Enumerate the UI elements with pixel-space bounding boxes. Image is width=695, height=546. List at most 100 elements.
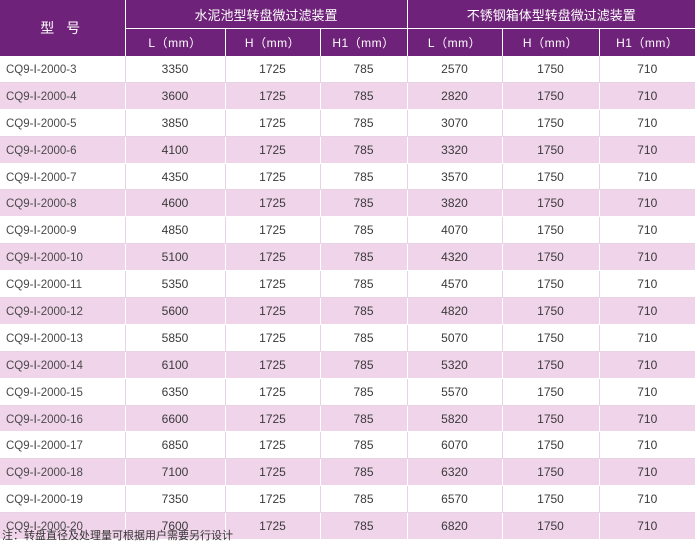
table-row: CQ9-Ⅰ-2000-4 3600 1725 785 2820 1750 710 — [0, 82, 695, 110]
table-row: CQ9-Ⅰ-2000-14 6100 1725 785 5320 1750 710 — [0, 351, 695, 379]
header-stainless-H: H（mm） — [502, 28, 600, 56]
cell-concrete-H: 1725 — [225, 163, 321, 191]
cell-concrete-H1: 785 — [320, 324, 408, 352]
header-concrete-L: L（mm） — [125, 28, 226, 56]
cell-model: CQ9-Ⅰ-2000-6 — [0, 136, 126, 164]
footnote: 注：转盘直径及处理量可根据用户需要另行设计 — [2, 530, 233, 542]
cell-concrete-H1: 785 — [320, 163, 408, 191]
cell-stainless-L: 5820 — [407, 405, 503, 433]
cell-stainless-H: 1750 — [502, 216, 600, 245]
table-row: CQ9-Ⅰ-2000-20 7600 1725 785 6820 1750 710 — [0, 512, 695, 541]
cell-stainless-L: 6320 — [407, 458, 503, 487]
cell-stainless-H1: 710 — [599, 243, 695, 272]
table-row: CQ9-Ⅰ-2000-6 4100 1725 785 3320 1750 710 — [0, 136, 695, 164]
cell-concrete-H: 1725 — [225, 485, 321, 514]
cell-concrete-L: 7100 — [125, 458, 226, 487]
cell-concrete-L: 6600 — [125, 405, 226, 433]
cell-concrete-H1: 785 — [320, 378, 408, 406]
cell-stainless-H: 1750 — [502, 136, 600, 164]
table-row: CQ9-Ⅰ-2000-5 3850 1725 785 3070 1750 710 — [0, 109, 695, 137]
cell-concrete-H1: 785 — [320, 109, 408, 137]
cell-concrete-H: 1725 — [225, 189, 321, 218]
cell-concrete-H: 1725 — [225, 405, 321, 433]
cell-concrete-H1: 785 — [320, 458, 408, 487]
cell-stainless-L: 4570 — [407, 270, 503, 299]
cell-concrete-H1: 785 — [320, 297, 408, 325]
cell-stainless-H: 1750 — [502, 351, 600, 379]
cell-concrete-H: 1725 — [225, 136, 321, 164]
cell-stainless-H: 1750 — [502, 189, 600, 218]
cell-concrete-L: 4850 — [125, 216, 226, 245]
cell-concrete-H1: 785 — [320, 243, 408, 272]
cell-model: CQ9-Ⅰ-2000-14 — [0, 351, 126, 379]
cell-stainless-H1: 710 — [599, 136, 695, 164]
cell-stainless-H1: 710 — [599, 82, 695, 110]
cell-model: CQ9-Ⅰ-2000-7 — [0, 163, 126, 191]
cell-concrete-L: 4350 — [125, 163, 226, 191]
table-row: CQ9-Ⅰ-2000-19 7350 1725 785 6570 1750 710 — [0, 485, 695, 514]
cell-stainless-H: 1750 — [502, 243, 600, 272]
header-stainless-H1: H1（mm） — [599, 28, 695, 56]
cell-stainless-H: 1750 — [502, 163, 600, 191]
cell-concrete-L: 3850 — [125, 109, 226, 137]
header-group-stainless-box: 不锈钢箱体型转盘微过滤装置 — [407, 0, 695, 29]
cell-stainless-H1: 710 — [599, 378, 695, 406]
cell-model: CQ9-Ⅰ-2000-20 — [0, 512, 126, 541]
table-row: CQ9-Ⅰ-2000-11 5350 1725 785 4570 1750 710 — [0, 270, 695, 299]
header-group-concrete-tank: 水泥池型转盘微过滤装置 — [125, 0, 408, 29]
cell-stainless-H: 1750 — [502, 297, 600, 325]
cell-concrete-H1: 785 — [320, 405, 408, 433]
cell-concrete-H: 1725 — [225, 56, 321, 83]
cell-concrete-H: 1725 — [225, 109, 321, 137]
cell-stainless-H1: 710 — [599, 270, 695, 299]
cell-stainless-H1: 710 — [599, 56, 695, 83]
cell-stainless-L: 3070 — [407, 109, 503, 137]
cell-model: CQ9-Ⅰ-2000-10 — [0, 243, 126, 272]
cell-concrete-H1: 785 — [320, 82, 408, 110]
header-row-groups: 型 号 水泥池型转盘微过滤装置 不锈钢箱体型转盘微过滤装置 — [0, 0, 695, 56]
cell-model: CQ9-Ⅰ-2000-9 — [0, 216, 126, 245]
header-concrete-H: H（mm） — [225, 28, 321, 56]
cell-concrete-L: 7350 — [125, 485, 226, 514]
cell-model: CQ9-Ⅰ-2000-8 — [0, 189, 126, 218]
cell-concrete-H: 1725 — [225, 458, 321, 487]
cell-concrete-H: 1725 — [225, 324, 321, 352]
table-row: CQ9-Ⅰ-2000-18 7100 1725 785 6320 1750 710 — [0, 458, 695, 487]
cell-stainless-L: 3320 — [407, 136, 503, 164]
cell-model: CQ9-Ⅰ-2000-13 — [0, 324, 126, 352]
cell-concrete-L: 5100 — [125, 243, 226, 272]
cell-stainless-H1: 710 — [599, 216, 695, 245]
cell-concrete-L: 6850 — [125, 431, 226, 460]
cell-stainless-L: 5570 — [407, 378, 503, 406]
cell-stainless-L: 5070 — [407, 324, 503, 352]
cell-concrete-H: 1725 — [225, 378, 321, 406]
table-row: CQ9-Ⅰ-2000-12 5600 1725 785 4820 1750 710 — [0, 297, 695, 325]
cell-stainless-H: 1750 — [502, 109, 600, 137]
cell-stainless-H1: 710 — [599, 324, 695, 352]
cell-stainless-H: 1750 — [502, 378, 600, 406]
cell-stainless-H1: 710 — [599, 109, 695, 137]
cell-stainless-H1: 710 — [599, 297, 695, 325]
cell-stainless-L: 4320 — [407, 243, 503, 272]
cell-model: CQ9-Ⅰ-2000-19 — [0, 485, 126, 514]
cell-stainless-H1: 710 — [599, 405, 695, 433]
cell-concrete-H: 1725 — [225, 297, 321, 325]
cell-stainless-L: 5320 — [407, 351, 503, 379]
cell-concrete-H: 1725 — [225, 351, 321, 379]
cell-concrete-L: 6350 — [125, 378, 226, 406]
table-row: CQ9-Ⅰ-2000-15 6350 1725 785 5570 1750 710 — [0, 378, 695, 406]
cell-stainless-H1: 710 — [599, 431, 695, 460]
cell-stainless-H: 1750 — [502, 458, 600, 487]
cell-stainless-H: 1750 — [502, 270, 600, 299]
cell-concrete-H1: 785 — [320, 56, 408, 83]
cell-stainless-H: 1750 — [502, 431, 600, 460]
cell-model: CQ9-Ⅰ-2000-5 — [0, 109, 126, 137]
cell-stainless-L: 2570 — [407, 56, 503, 83]
cell-concrete-L: 4100 — [125, 136, 226, 164]
cell-concrete-L: 7600 — [125, 512, 226, 541]
cell-concrete-H1: 785 — [320, 189, 408, 218]
cell-stainless-H: 1750 — [502, 324, 600, 352]
cell-stainless-L: 6070 — [407, 431, 503, 460]
cell-stainless-L: 2820 — [407, 82, 503, 110]
